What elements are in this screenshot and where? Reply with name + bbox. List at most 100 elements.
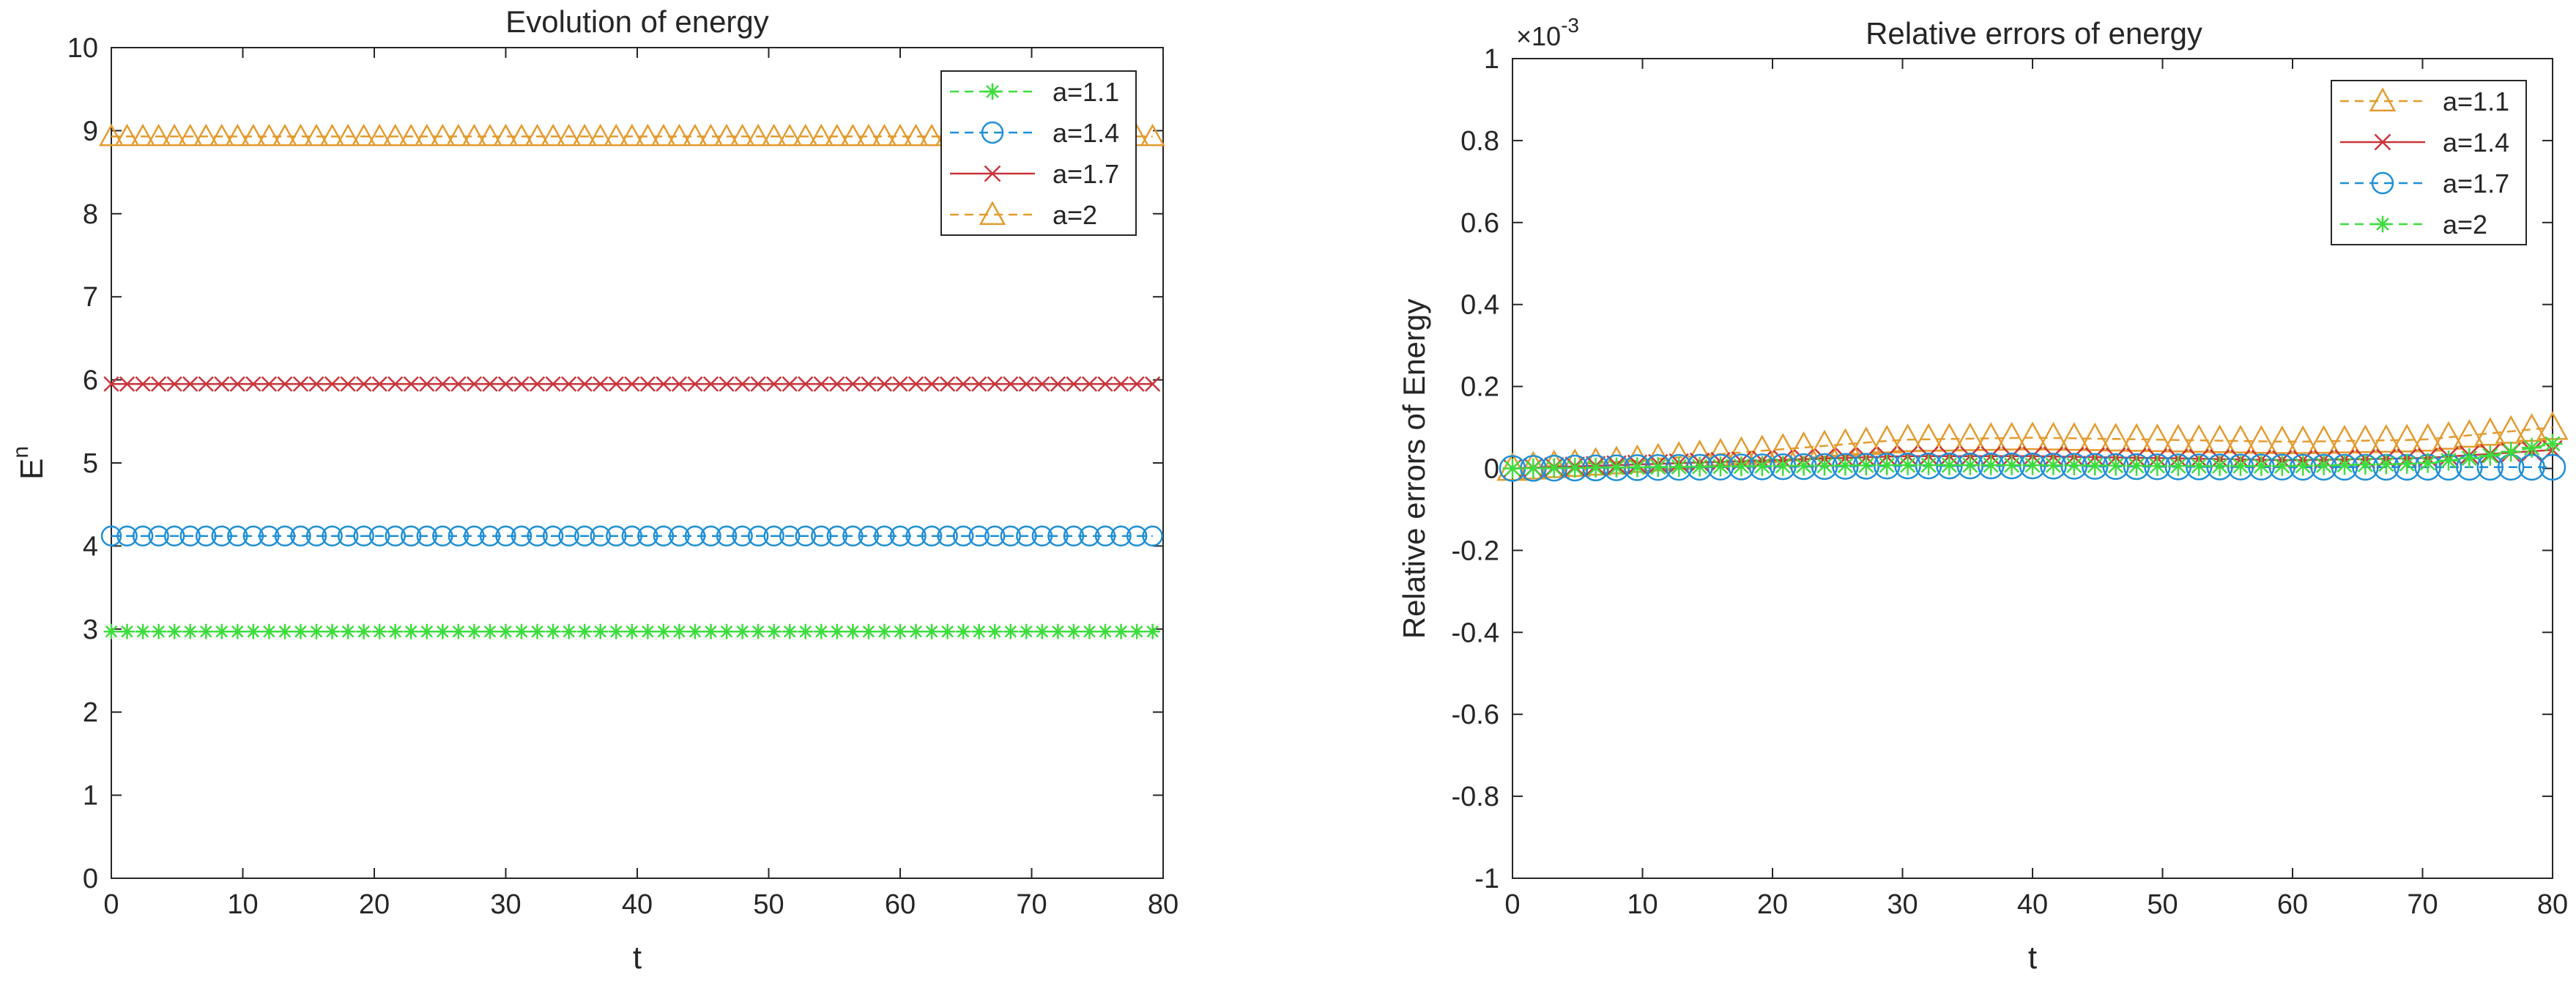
data-point bbox=[1960, 455, 1981, 475]
data-point bbox=[148, 525, 169, 547]
data-point bbox=[130, 123, 156, 146]
data-point bbox=[371, 376, 387, 392]
data-point bbox=[100, 525, 122, 547]
data-point bbox=[1586, 457, 1606, 478]
data-point bbox=[511, 525, 532, 547]
data-point bbox=[637, 525, 658, 547]
data-point bbox=[619, 123, 645, 146]
data-point bbox=[2349, 424, 2382, 453]
data-point bbox=[1034, 376, 1050, 392]
y-tick-label: -0.4 bbox=[1452, 617, 1499, 648]
data-point bbox=[324, 623, 340, 639]
series-layer bbox=[1496, 411, 2569, 482]
data-point bbox=[2453, 419, 2486, 448]
data-point bbox=[2542, 434, 2563, 454]
data-point bbox=[240, 123, 266, 146]
legend-marker bbox=[2369, 87, 2397, 112]
data-point bbox=[545, 623, 561, 639]
legend-box bbox=[940, 70, 1137, 236]
data-point bbox=[2289, 453, 2317, 481]
legend-label: a=1.4 bbox=[2443, 127, 2509, 157]
data-point bbox=[703, 623, 719, 639]
data-point bbox=[1129, 623, 1145, 639]
y-tick-label: -1 bbox=[1474, 864, 1499, 894]
legend-marker bbox=[984, 165, 1001, 182]
data-point bbox=[2397, 453, 2417, 474]
data-point bbox=[1898, 455, 1918, 475]
data-point bbox=[1031, 525, 1053, 547]
data-point bbox=[639, 623, 656, 639]
data-point bbox=[1113, 623, 1129, 639]
data-point bbox=[921, 525, 943, 547]
data-point bbox=[2459, 448, 2479, 469]
data-point bbox=[1918, 455, 1939, 475]
axis-ticks: 0 10 20 30 40 50 60 70 80 0 1 2 3 4 5 6 7 8 9 10 bbox=[67, 33, 1178, 920]
data-point bbox=[1517, 450, 1550, 480]
x-tick-label: 30 bbox=[490, 889, 521, 920]
data-point bbox=[877, 623, 892, 639]
data-point bbox=[782, 376, 798, 392]
data-point bbox=[2064, 455, 2085, 475]
data-point bbox=[1564, 458, 1585, 478]
data-point bbox=[750, 376, 766, 392]
data-point bbox=[1975, 422, 2007, 451]
data-point bbox=[529, 376, 546, 392]
data-point bbox=[604, 123, 629, 146]
y-tick-label: 6 bbox=[83, 366, 98, 396]
data-point bbox=[430, 123, 456, 146]
x-tick-label: 0 bbox=[1504, 889, 1520, 920]
data-point bbox=[1003, 376, 1019, 392]
data-point bbox=[419, 623, 435, 639]
data-point bbox=[2307, 425, 2340, 454]
data-point bbox=[195, 525, 217, 547]
data-point bbox=[2438, 450, 2459, 471]
data-point bbox=[2287, 425, 2319, 454]
data-point bbox=[2334, 455, 2355, 475]
data-point bbox=[590, 525, 611, 547]
data-point bbox=[653, 525, 675, 547]
y-tick-label: 0.4 bbox=[1460, 290, 1499, 321]
x-tick-label: 80 bbox=[1148, 889, 1178, 920]
y-tick-label: 1 bbox=[1484, 44, 1499, 75]
data-point bbox=[2022, 455, 2043, 475]
data-point bbox=[826, 525, 848, 547]
data-point bbox=[766, 623, 782, 639]
data-point bbox=[903, 123, 929, 146]
data-point bbox=[182, 376, 198, 392]
y-tick-label: 4 bbox=[83, 531, 98, 562]
data-point bbox=[198, 623, 214, 639]
data-point bbox=[530, 623, 545, 639]
y-axis-label: En bbox=[9, 446, 50, 480]
legend: a=1.1 a=1.4 a=1.7 a=2 bbox=[940, 70, 1137, 236]
data-point bbox=[813, 376, 829, 392]
data-point bbox=[782, 623, 798, 639]
data-point bbox=[813, 623, 829, 639]
data-point bbox=[2391, 423, 2423, 453]
data-point bbox=[763, 525, 784, 547]
data-point bbox=[606, 525, 627, 547]
data-point bbox=[368, 525, 390, 547]
data-point bbox=[766, 376, 782, 392]
y-tick-label: 0 bbox=[83, 864, 98, 894]
data-point bbox=[1145, 376, 1161, 392]
data-point bbox=[2245, 425, 2278, 454]
data-point bbox=[747, 525, 769, 547]
data-point bbox=[119, 376, 136, 392]
data-point bbox=[2141, 423, 2174, 453]
data-point bbox=[387, 623, 404, 639]
data-point bbox=[177, 123, 203, 146]
data-point bbox=[541, 123, 566, 146]
data-point bbox=[639, 376, 656, 392]
data-point bbox=[293, 623, 308, 639]
y-axis-exponent: ×10-3 bbox=[1516, 14, 1579, 51]
data-point bbox=[229, 376, 245, 392]
data-point bbox=[861, 376, 877, 392]
data-point bbox=[467, 623, 482, 639]
data-point bbox=[793, 123, 818, 146]
data-point bbox=[1018, 623, 1034, 639]
data-point bbox=[2147, 456, 2167, 476]
data-point bbox=[151, 623, 167, 639]
x-tick-label: 70 bbox=[1016, 889, 1047, 920]
data-point bbox=[319, 123, 345, 146]
data-point bbox=[477, 123, 503, 146]
